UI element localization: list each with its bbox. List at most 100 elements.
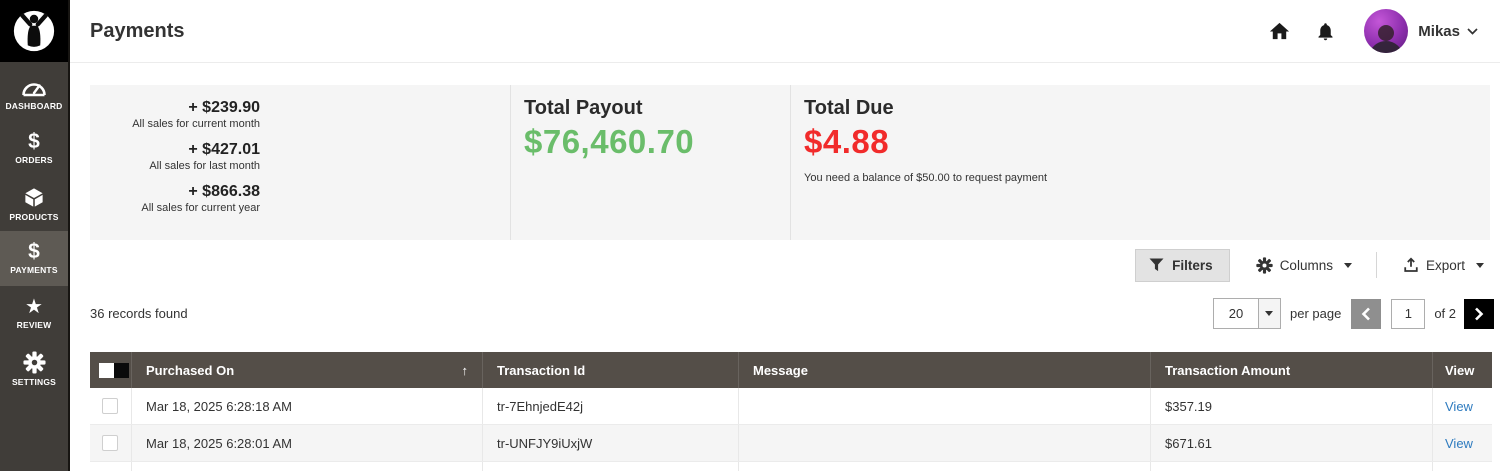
gear-icon bbox=[22, 350, 46, 374]
cell-transaction-amount: $671.61 bbox=[1150, 425, 1432, 461]
topbar-actions: Mikas bbox=[1268, 9, 1478, 53]
dollar-icon: $ bbox=[28, 240, 40, 263]
sidebar-item-label: SETTINGS bbox=[11, 376, 57, 387]
view-link[interactable]: View bbox=[1445, 398, 1473, 414]
columns-button[interactable]: Columns bbox=[1256, 256, 1352, 274]
table-row: Mar 18, 2025 6:28:01 AM tr-UNFJY9iUxjW $… bbox=[90, 425, 1492, 462]
box-icon bbox=[25, 187, 43, 207]
cell-message bbox=[738, 462, 1150, 471]
cell-purchased-on bbox=[131, 462, 482, 471]
header-label: Transaction Amount bbox=[1165, 362, 1291, 378]
sales-amount: + $239.90 bbox=[188, 99, 260, 116]
cell-transaction-amount: $357.19 bbox=[1150, 388, 1432, 424]
app-logo[interactable] bbox=[0, 0, 68, 62]
sidebar-item-payments[interactable]: $ PAYMENTS bbox=[0, 231, 68, 286]
summary-divider bbox=[510, 85, 511, 240]
cell-transaction-id bbox=[482, 462, 738, 471]
per-page-select[interactable]: 20 bbox=[1212, 298, 1281, 329]
sales-amount: + $427.01 bbox=[188, 141, 260, 158]
avatar[interactable] bbox=[1364, 9, 1409, 53]
topbar: Payments Mikas bbox=[70, 0, 1500, 63]
view-link[interactable]: View bbox=[1445, 435, 1473, 451]
columns-label: Columns bbox=[1279, 257, 1333, 273]
header-label: Message bbox=[753, 362, 808, 378]
pagination-controls: 20 per page of 2 bbox=[1212, 298, 1494, 329]
sidebar-item-orders[interactable]: $ ORDERS bbox=[0, 121, 68, 176]
header-view: View bbox=[1432, 352, 1492, 388]
row-checkbox[interactable] bbox=[102, 435, 118, 451]
table-row: Mar 18, 2025 6:28:18 AM tr-7EhnjedE42j $… bbox=[90, 388, 1492, 425]
gauge-icon bbox=[22, 82, 46, 96]
select-options-dropdown[interactable] bbox=[114, 362, 129, 378]
chevron-down-icon[interactable] bbox=[1467, 27, 1478, 35]
header-transaction-id[interactable]: Transaction Id bbox=[482, 352, 738, 388]
header-checkbox-cell bbox=[90, 352, 131, 388]
sales-current-year: + $866.38 All sales for current year bbox=[120, 182, 260, 215]
row-checkbox-cell bbox=[90, 425, 131, 461]
sidebar: DASHBOARD $ ORDERS PRODUCTS $ PAYMENTS ★… bbox=[0, 0, 70, 471]
page-count-label: of 2 bbox=[1434, 306, 1456, 321]
sidebar-item-products[interactable]: PRODUCTS bbox=[0, 176, 68, 231]
row-checkbox-cell bbox=[90, 388, 131, 424]
cell-transaction-id: tr-UNFJY9iUxjW bbox=[482, 425, 738, 461]
per-page-value: 20 bbox=[1228, 306, 1244, 321]
total-payout-card: Total Payout $76,460.70 bbox=[524, 97, 694, 161]
chevron-right-icon bbox=[1475, 307, 1484, 320]
summary-divider bbox=[790, 85, 791, 240]
filters-button[interactable]: Filters bbox=[1135, 248, 1230, 282]
cell-purchased-on: Mar 18, 2025 6:28:18 AM bbox=[131, 388, 482, 424]
transactions-table: Purchased On ↑ Transaction Id Message Tr… bbox=[90, 352, 1492, 471]
sales-amount: + $866.38 bbox=[188, 183, 260, 200]
row-checkbox-cell bbox=[90, 462, 131, 471]
cell-transaction-id: tr-7EhnjedE42j bbox=[482, 388, 738, 424]
sort-asc-icon[interactable]: ↑ bbox=[461, 362, 469, 378]
total-due-card: Total Due $4.88 You need a balance of $5… bbox=[804, 97, 1047, 184]
user-name[interactable]: Mikas bbox=[1418, 22, 1460, 40]
star-icon: ★ bbox=[25, 296, 43, 318]
table-header-row: Purchased On ↑ Transaction Id Message Tr… bbox=[90, 352, 1492, 388]
toolbar-divider bbox=[1375, 252, 1377, 278]
filter-icon bbox=[1149, 258, 1164, 272]
sidebar-nav: DASHBOARD $ ORDERS PRODUCTS $ PAYMENTS ★… bbox=[0, 66, 68, 396]
grid-toolbar: Filters Columns Export bbox=[1135, 248, 1484, 282]
cell-view bbox=[1432, 462, 1492, 471]
sales-caption: All sales for last month bbox=[149, 160, 260, 172]
select-all-checkbox[interactable] bbox=[99, 362, 114, 378]
sidebar-item-dashboard[interactable]: DASHBOARD bbox=[0, 66, 68, 121]
export-icon bbox=[1404, 257, 1418, 272]
cell-view: View bbox=[1432, 425, 1492, 461]
prev-page-button[interactable] bbox=[1351, 298, 1382, 329]
cell-message bbox=[738, 425, 1150, 461]
header-label: Transaction Id bbox=[497, 362, 586, 378]
total-due-note: You need a balance of $50.00 to request … bbox=[804, 172, 1048, 184]
sales-last-month: + $427.01 All sales for last month bbox=[120, 140, 260, 173]
total-payout-value: $76,460.70 bbox=[524, 123, 695, 160]
page-number-input[interactable] bbox=[1391, 298, 1426, 329]
header-purchased-on[interactable]: Purchased On ↑ bbox=[131, 352, 482, 388]
export-button[interactable]: Export bbox=[1403, 257, 1484, 273]
sales-current-month: + $239.90 All sales for current month bbox=[120, 98, 260, 131]
per-page-label: per page bbox=[1289, 306, 1342, 321]
header-transaction-amount[interactable]: Transaction Amount bbox=[1150, 352, 1432, 388]
caret-down-icon bbox=[1343, 262, 1352, 268]
home-icon[interactable] bbox=[1268, 20, 1291, 43]
next-page-button[interactable] bbox=[1464, 298, 1494, 329]
page-title: Payments bbox=[90, 19, 185, 42]
sales-caption: All sales for current year bbox=[141, 202, 260, 214]
records-found-text: 36 records found bbox=[90, 306, 188, 321]
row-checkbox[interactable] bbox=[102, 398, 118, 414]
cell-purchased-on: Mar 18, 2025 6:28:01 AM bbox=[131, 425, 482, 461]
cell-transaction-amount bbox=[1150, 462, 1432, 471]
bell-icon[interactable] bbox=[1315, 21, 1336, 42]
sidebar-item-label: DASHBOARD bbox=[5, 100, 63, 111]
header-message[interactable]: Message bbox=[738, 352, 1150, 388]
luma-person-icon bbox=[13, 10, 55, 52]
total-due-label: Total Due bbox=[804, 97, 894, 119]
sidebar-item-settings[interactable]: SETTINGS bbox=[0, 341, 68, 396]
total-due-value: $4.88 bbox=[804, 123, 890, 160]
dollar-icon: $ bbox=[28, 130, 40, 153]
cell-message bbox=[738, 388, 1150, 424]
sidebar-item-review[interactable]: ★ REVIEW bbox=[0, 286, 68, 341]
sidebar-item-label: REVIEW bbox=[16, 320, 52, 330]
header-label: View bbox=[1445, 362, 1475, 378]
